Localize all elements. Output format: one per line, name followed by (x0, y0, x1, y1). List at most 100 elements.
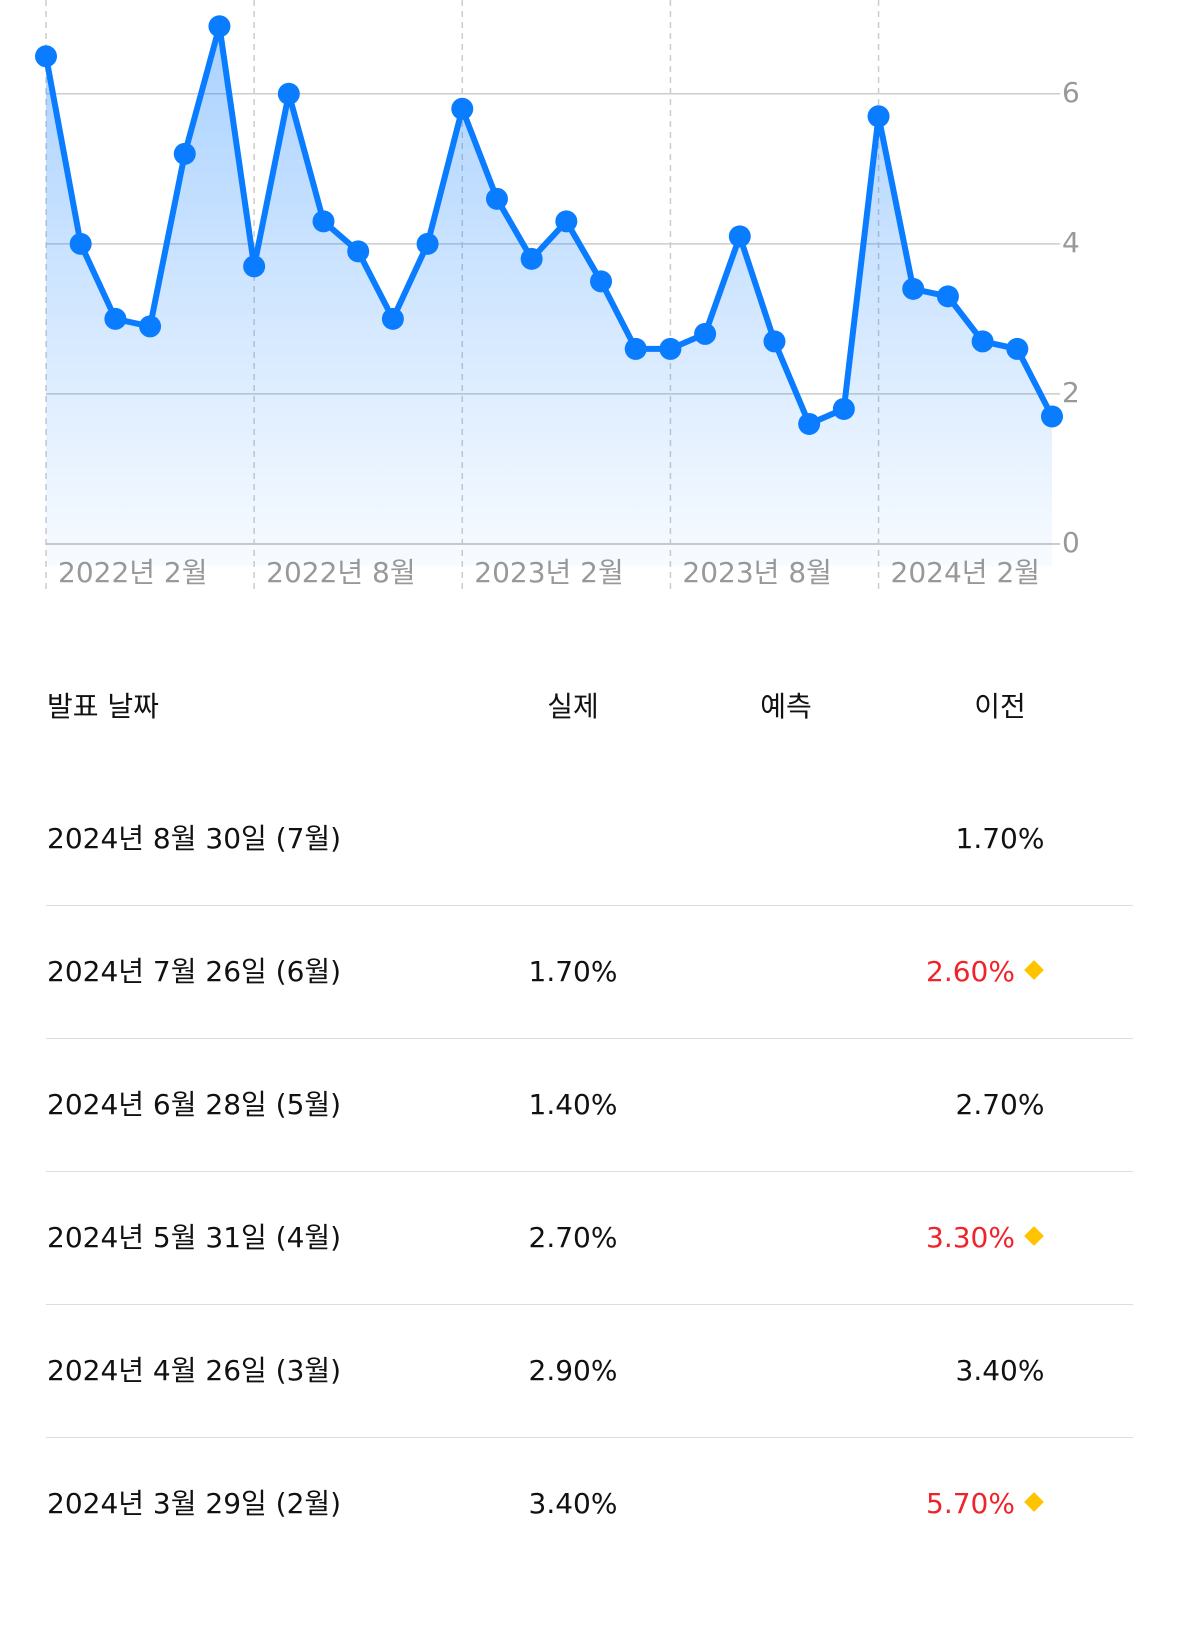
cell-text: 2024년 5월 31일 (4월) (47, 1221, 342, 1254)
header-text: 실제 (547, 690, 599, 723)
cell-date: 2024년 3월 29일 (2월) (47, 1437, 341, 1570)
point (728, 225, 751, 248)
cell-actual: 2.70% (473, 1171, 673, 1304)
point (1006, 337, 1029, 360)
table-row: 2024년 8월 30일 (7월) 1.70% (0, 772, 1179, 905)
row-separator (46, 1304, 1133, 1305)
cell-text: 2024년 7월 26일 (6월) (47, 955, 342, 988)
cell-forecast (686, 905, 886, 1038)
point (104, 307, 127, 330)
table-header: 발표 날짜 실제 예측 이전 (0, 640, 1179, 772)
cell-text: 2.90% (528, 1354, 618, 1387)
table-row: 2024년 5월 31일 (4월) 2.70% 3.30% (0, 1171, 1179, 1304)
area (46, 26, 1052, 566)
revised-marker (1024, 1226, 1044, 1246)
y-tick-label: 2 (1062, 376, 1080, 409)
cell-forecast (686, 1038, 886, 1171)
cell-actual: 1.70% (473, 905, 673, 1038)
cell-forecast (686, 1171, 886, 1304)
table-row: 2024년 6월 28일 (5월) 1.40% 2.70% (0, 1038, 1179, 1171)
cell-text: 2024년 4월 26일 (3월) (47, 1354, 342, 1387)
cell-date: 2024년 7월 26일 (6월) (47, 905, 341, 1038)
point (416, 232, 439, 255)
cell-date: 2024년 5월 31일 (4월) (47, 1171, 341, 1304)
point (763, 330, 786, 353)
cell-text: 2.70% (528, 1221, 618, 1254)
point (69, 232, 92, 255)
point (555, 210, 578, 233)
table: 발표 날짜 실제 예측 이전 2024년 8월 30일 (7월) 1.70% 2024년 7… (0, 640, 1179, 1570)
point (867, 105, 890, 128)
point (451, 97, 474, 120)
header-text: 이전 (974, 690, 1026, 723)
header-text: 발표 날짜 (47, 690, 159, 723)
y-tick-label: 0 (1062, 526, 1080, 559)
point (347, 240, 370, 263)
point (624, 337, 647, 360)
point (139, 315, 162, 338)
point (971, 330, 994, 353)
cell-text: 2024년 3월 29일 (2월) (47, 1487, 342, 1520)
point (694, 322, 717, 345)
row-separator (46, 905, 1133, 906)
cell-text: 2.70% (955, 1088, 1045, 1121)
line (43, 23, 1055, 427)
cell-actual (473, 772, 673, 905)
cell-previous: 3.40% (900, 1304, 1100, 1437)
row-separator (46, 1038, 1133, 1039)
table-row: 2024년 4월 26일 (3월) 2.90% 3.40% (0, 1304, 1179, 1437)
point (35, 45, 57, 68)
y-tick-label: 4 (1062, 226, 1080, 259)
row-separator (46, 1437, 1133, 1438)
point (590, 270, 613, 293)
cell-text: 1.40% (528, 1088, 618, 1121)
cell-previous: 2.70% (900, 1038, 1100, 1171)
point (659, 337, 682, 360)
cell-actual: 3.40% (473, 1437, 673, 1570)
point (798, 412, 821, 435)
header-cell: 실제 (473, 640, 673, 773)
header-cell: 이전 (900, 640, 1100, 773)
point (243, 255, 266, 278)
cell-date: 2024년 8월 30일 (7월) (47, 772, 341, 905)
point (173, 142, 196, 165)
revised-marker (1024, 1492, 1044, 1512)
table-row: 2024년 3월 29일 (2월) 3.40% 5.70% (0, 1437, 1179, 1570)
point (832, 397, 855, 420)
cell-previous: 1.70% (900, 772, 1100, 905)
cell-date: 2024년 4월 26일 (3월) (47, 1304, 341, 1437)
point (277, 82, 300, 105)
cell-text: 1.70% (955, 822, 1045, 855)
point (902, 277, 925, 300)
point (936, 285, 959, 308)
cell-text: 2.60% (926, 955, 1015, 988)
cell-forecast (686, 772, 886, 905)
header-cell: 예측 (686, 640, 886, 773)
cell-text: 2024년 8월 30일 (7월) (47, 822, 342, 855)
cell-previous: 2.60% (926, 905, 1126, 1038)
cell-text: 1.70% (528, 955, 618, 988)
cell-actual: 1.40% (473, 1038, 673, 1171)
row-separator (46, 1171, 1133, 1172)
cell-text: 3.30% (926, 1221, 1015, 1254)
cell-previous: 3.30% (926, 1171, 1126, 1304)
cell-forecast (686, 1304, 886, 1437)
header-text: 예측 (760, 690, 812, 723)
point (381, 307, 404, 330)
cell-previous: 5.70% (926, 1437, 1126, 1570)
cell-actual: 2.90% (473, 1304, 673, 1437)
point (208, 15, 231, 38)
point (1041, 405, 1063, 428)
cell-text: 5.70% (926, 1487, 1015, 1520)
cell-text: 3.40% (955, 1354, 1045, 1387)
point (312, 210, 335, 233)
cell-date: 2024년 6월 28일 (5월) (47, 1038, 341, 1171)
cell-text: 3.40% (528, 1487, 618, 1520)
cell-forecast (686, 1437, 886, 1570)
table-row: 2024년 7월 26일 (6월) 1.70% 2.60% (0, 905, 1179, 1038)
header-cell: 발표 날짜 (47, 640, 159, 773)
point (520, 247, 543, 270)
point (485, 187, 508, 210)
